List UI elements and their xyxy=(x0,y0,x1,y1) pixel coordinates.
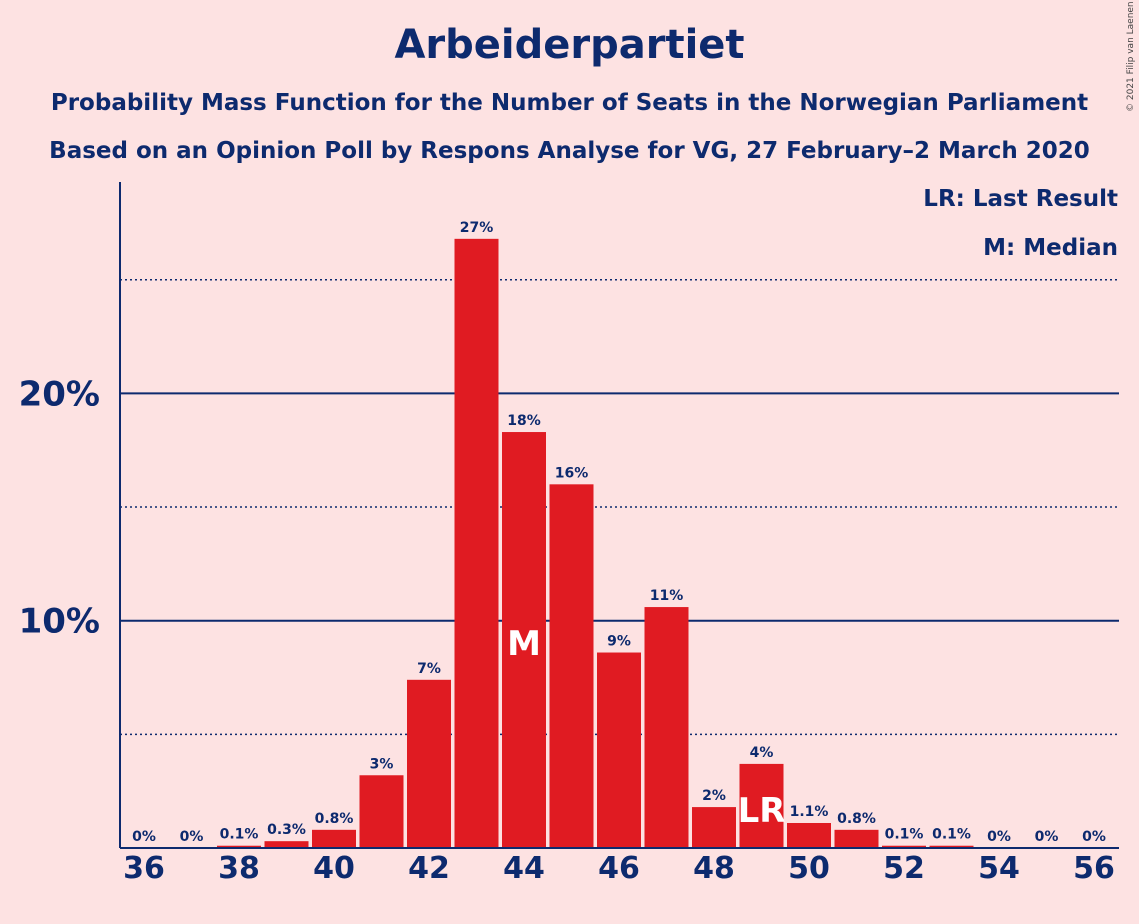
bar xyxy=(597,652,641,848)
bar-value-label: 0.3% xyxy=(267,822,306,838)
y-tick-label: 20% xyxy=(19,374,100,414)
x-tick-label: 50 xyxy=(788,851,830,886)
x-tick-label: 36 xyxy=(123,851,165,886)
x-tick-label: 38 xyxy=(218,851,260,886)
legend-median: M: Median xyxy=(983,235,1118,261)
bar-value-label: 0% xyxy=(1035,829,1059,845)
x-tick-label: 48 xyxy=(693,851,735,886)
bar-value-label: 0.1% xyxy=(220,827,259,843)
chart-subtitle-2: Based on an Opinion Poll by Respons Anal… xyxy=(49,138,1090,164)
bar xyxy=(882,845,926,848)
bar xyxy=(692,807,736,848)
bar-value-label: 18% xyxy=(507,413,541,429)
bar-value-label: 0.8% xyxy=(315,811,354,827)
bar-value-label: 0.1% xyxy=(932,827,971,843)
bar-value-label: 0% xyxy=(987,829,1011,845)
bar-value-label: 11% xyxy=(650,588,684,604)
bar xyxy=(359,775,404,848)
bar-value-label: 4% xyxy=(750,745,774,761)
legend-last-result: LR: Last Result xyxy=(923,186,1118,212)
bar xyxy=(217,845,261,848)
x-tick-label: 46 xyxy=(598,851,640,886)
bar-value-label: 7% xyxy=(417,661,441,677)
median-marker: M xyxy=(507,624,541,664)
bar-value-label: 2% xyxy=(702,788,726,804)
bar-value-label: 0% xyxy=(132,829,156,845)
bar xyxy=(739,763,784,848)
bar-value-label: 16% xyxy=(555,465,589,481)
chart-subtitle-1: Probability Mass Function for the Number… xyxy=(50,90,1089,116)
x-tick-label: 42 xyxy=(408,851,450,886)
y-tick-label: 10% xyxy=(19,602,100,642)
bar xyxy=(549,484,594,848)
x-tick-label: 56 xyxy=(1073,851,1115,886)
bar xyxy=(502,432,546,848)
x-tick-label: 54 xyxy=(978,851,1020,886)
bar xyxy=(834,829,879,848)
bar-value-label: 27% xyxy=(460,220,494,236)
x-tick-label: 52 xyxy=(883,851,925,886)
chart-title: Arbeiderpartiet xyxy=(394,22,745,68)
last-result-marker: LR xyxy=(738,791,786,831)
bar-value-label: 3% xyxy=(370,756,394,772)
bar-value-label: 0% xyxy=(180,829,204,845)
bar xyxy=(644,607,689,848)
bar xyxy=(454,238,499,848)
x-tick-label: 40 xyxy=(313,851,355,886)
bar-value-label: 0% xyxy=(1082,829,1106,845)
x-tick-label: 44 xyxy=(503,851,545,886)
bar-value-label: 9% xyxy=(607,634,631,650)
bar-value-label: 0.8% xyxy=(837,811,876,827)
bar xyxy=(312,829,356,848)
bar-value-label: 1.1% xyxy=(790,804,829,820)
bar xyxy=(929,845,974,848)
bar xyxy=(787,822,831,848)
bar xyxy=(407,679,451,848)
bar xyxy=(264,841,309,848)
bar-value-label: 0.1% xyxy=(885,827,924,843)
